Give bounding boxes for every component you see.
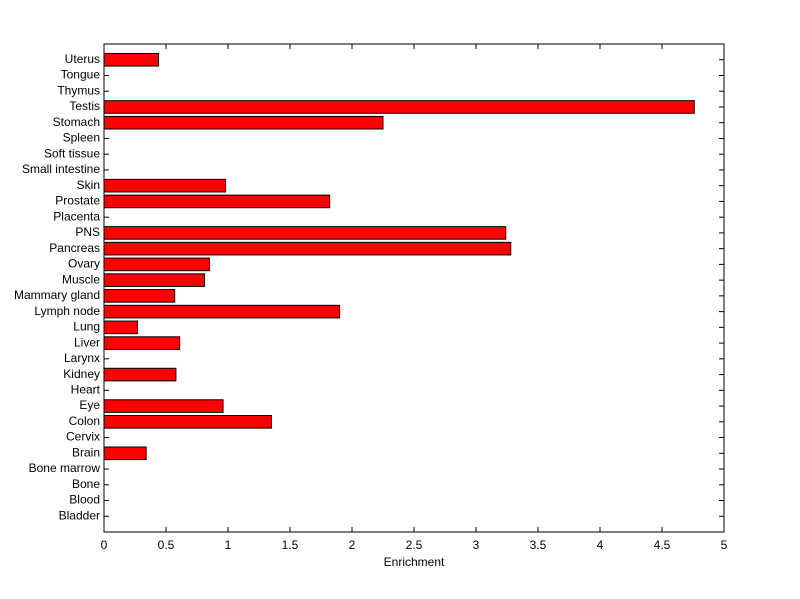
y-tick-label: Brain: [72, 445, 100, 459]
y-tick-label: Bone marrow: [29, 461, 101, 475]
y-tick-label: Lung: [73, 320, 100, 334]
bar: [103, 194, 331, 209]
y-tick-label: Mammary gland: [14, 288, 100, 302]
y-tick-label: Larynx: [64, 351, 100, 365]
y-tick-label: Heart: [71, 382, 101, 396]
y-tick-label: Placenta: [53, 209, 100, 223]
y-tick-label: Testis: [69, 99, 100, 113]
y-tick-label: Liver: [74, 335, 100, 349]
y-tick-label: Skin: [77, 178, 100, 192]
bar: [103, 257, 210, 272]
y-tick-label: Blood: [69, 493, 100, 507]
bar: [103, 320, 138, 335]
x-tick-label: 5: [721, 538, 728, 552]
y-tick-label: PNS: [75, 225, 100, 239]
y-tick-label: Prostate: [55, 194, 100, 208]
bar: [103, 399, 224, 413]
x-tick-label: 1: [225, 538, 232, 552]
bar: [103, 289, 176, 303]
bar: [103, 241, 512, 256]
y-tick-label: Bone: [72, 477, 100, 491]
y-tick-label: Soft tissue: [44, 146, 100, 160]
x-tick-label: 4: [597, 538, 604, 552]
y-tick-label: Kidney: [63, 367, 100, 381]
x-tick-label: 3: [473, 538, 480, 552]
x-tick-label: 3.5: [530, 538, 547, 552]
y-tick-label: Lymph node: [34, 304, 100, 318]
bar: [103, 415, 272, 429]
x-axis-label: Enrichment: [384, 555, 445, 569]
bar: [103, 304, 341, 319]
bar: [103, 446, 147, 461]
y-tick-label: Muscle: [62, 272, 100, 286]
bar: [103, 226, 507, 240]
x-tick-label: 2: [349, 538, 356, 552]
x-tick-label: 0.5: [158, 538, 175, 552]
bar: [103, 367, 177, 382]
bar: [103, 273, 205, 287]
x-tick-label: 2.5: [406, 538, 423, 552]
y-tick-label: Ovary: [68, 257, 100, 271]
bar: [103, 115, 384, 130]
y-tick-label: Small intestine: [22, 162, 100, 176]
y-tick-label: Cervix: [66, 430, 100, 444]
bar: [103, 52, 160, 67]
bar: [103, 336, 181, 350]
y-tick-label: Tongue: [61, 68, 101, 82]
y-tick-label: Thymus: [57, 83, 100, 97]
y-tick-label: Spleen: [63, 131, 100, 145]
bar: [103, 100, 695, 114]
bar: [103, 178, 227, 193]
x-tick-label: 4.5: [654, 538, 671, 552]
y-tick-label: Colon: [69, 414, 100, 428]
x-tick-label: 0: [101, 538, 108, 552]
y-tick-label: Uterus: [65, 52, 100, 66]
x-tick-label: 1.5: [282, 538, 299, 552]
y-tick-label: Eye: [79, 398, 100, 412]
y-tick-label: Stomach: [53, 115, 100, 129]
y-tick-label: Bladder: [59, 508, 100, 522]
y-tick-label: Pancreas: [49, 241, 100, 255]
